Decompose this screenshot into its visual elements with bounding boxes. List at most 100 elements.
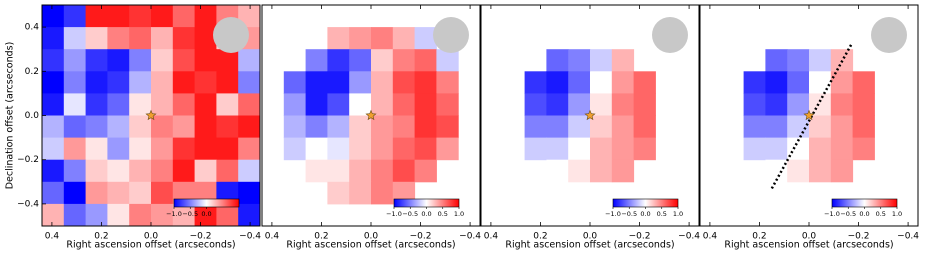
y-tick-label: 0.0: [25, 111, 40, 121]
map-cell: [633, 115, 656, 139]
map-cell: [107, 5, 130, 28]
map-cell: [568, 137, 591, 161]
map-cell: [392, 49, 416, 72]
map-cell: [172, 137, 196, 161]
colorbar-tick-label: −1.0: [605, 210, 621, 218]
map-cell: [743, 71, 766, 94]
x-tick-label: −0.4: [897, 232, 919, 242]
map-cell: [194, 71, 217, 94]
map-cell: [546, 115, 569, 139]
map-cell: [107, 137, 130, 161]
map-cell: [238, 203, 261, 227]
map-cell: [392, 159, 416, 183]
map-cell: [172, 27, 196, 50]
map-cell: [151, 5, 174, 28]
map-cell: [283, 71, 307, 94]
colorbar-tick-label: −1.0: [166, 210, 182, 218]
map-cell: [436, 71, 459, 94]
map-cell: [414, 27, 437, 50]
map-cell: [611, 159, 635, 183]
x-tick-label: −0.2: [629, 232, 651, 242]
map-cell: [765, 71, 788, 94]
map-cell: [809, 115, 832, 139]
star-marker: [145, 109, 157, 121]
x-tick-label: 0.4: [484, 232, 499, 242]
map-cell: [436, 49, 459, 72]
map-cell: [283, 137, 307, 161]
map-cell: [524, 93, 547, 116]
colorbar: [612, 198, 679, 208]
map-cell: [809, 137, 832, 161]
colorbar: [393, 198, 460, 208]
map-cell: [546, 93, 569, 116]
map-cell: [590, 93, 613, 116]
map-cell: [765, 159, 788, 183]
map-cell: [349, 93, 372, 116]
map-cell: [524, 137, 547, 161]
map-cell: [852, 93, 875, 116]
map-cell: [107, 49, 130, 72]
colorbar-tick-label: −0.5: [621, 210, 637, 218]
map-cell: [107, 71, 130, 94]
map-cell: [107, 93, 130, 116]
map-cell: [216, 137, 239, 161]
map-cell: [546, 159, 569, 183]
map-cell: [830, 115, 854, 139]
map-cell: [63, 137, 87, 161]
map-cell: [414, 137, 437, 161]
map-cell: [63, 71, 87, 94]
map-cell: [107, 27, 130, 50]
map-cell: [238, 137, 261, 161]
map-cell: [743, 115, 766, 139]
x-tick-label: 0.2: [752, 232, 766, 242]
x-axis-label: Right ascension offset (arcseconds): [505, 240, 674, 251]
map-cell: [436, 137, 459, 161]
colorbar-tick-label: −0.5: [182, 210, 198, 218]
map-cell: [194, 49, 217, 72]
map-cell: [85, 203, 108, 227]
y-tick-label: −0.4: [17, 199, 39, 209]
map-cell: [371, 93, 394, 116]
beam: [213, 17, 249, 53]
map-cell: [85, 49, 108, 72]
colorbar-tick-label: 0.5: [438, 210, 448, 218]
map-cell: [194, 203, 217, 227]
map-cell: [107, 115, 130, 139]
map-cell: [568, 71, 591, 94]
x-tick-label: 0.2: [533, 232, 547, 242]
x-tick-label: −0.2: [190, 232, 212, 242]
map-cell: [327, 159, 350, 183]
map-cell: [42, 49, 65, 72]
colorbar-tick-label: 1.0: [673, 210, 683, 218]
map-cell: [85, 181, 108, 205]
colorbar-tick-label: 0.0: [859, 210, 869, 218]
map-cell: [238, 115, 261, 139]
map-cell: [305, 71, 328, 94]
map-cell: [151, 159, 174, 183]
x-tick-label: −0.4: [239, 232, 261, 242]
map-cell: [852, 115, 875, 139]
map-cell: [42, 71, 65, 94]
map-cell: [63, 181, 87, 205]
x-axis-label: Right ascension offset (arcseconds): [286, 240, 455, 251]
map-cell: [42, 137, 65, 161]
map-cell: [392, 137, 416, 161]
map-cell: [414, 71, 437, 94]
map-cell: [590, 49, 613, 72]
map-cell: [852, 137, 875, 161]
map-cell: [830, 159, 854, 183]
map-cell: [765, 49, 788, 72]
map-cell: [238, 5, 261, 28]
map-cell: [327, 115, 350, 139]
map-cell: [568, 159, 591, 183]
map-cell: [42, 93, 65, 116]
map-cell: [787, 93, 810, 116]
map-cell: [194, 27, 217, 50]
map-cell: [830, 137, 854, 161]
map-cell: [194, 93, 217, 116]
y-tick-label: 0.4: [25, 23, 40, 33]
map-cell: [633, 71, 656, 94]
map-cell: [107, 159, 130, 183]
x-tick-label: 0.0: [364, 232, 379, 242]
x-tick-label: 0.4: [45, 232, 60, 242]
